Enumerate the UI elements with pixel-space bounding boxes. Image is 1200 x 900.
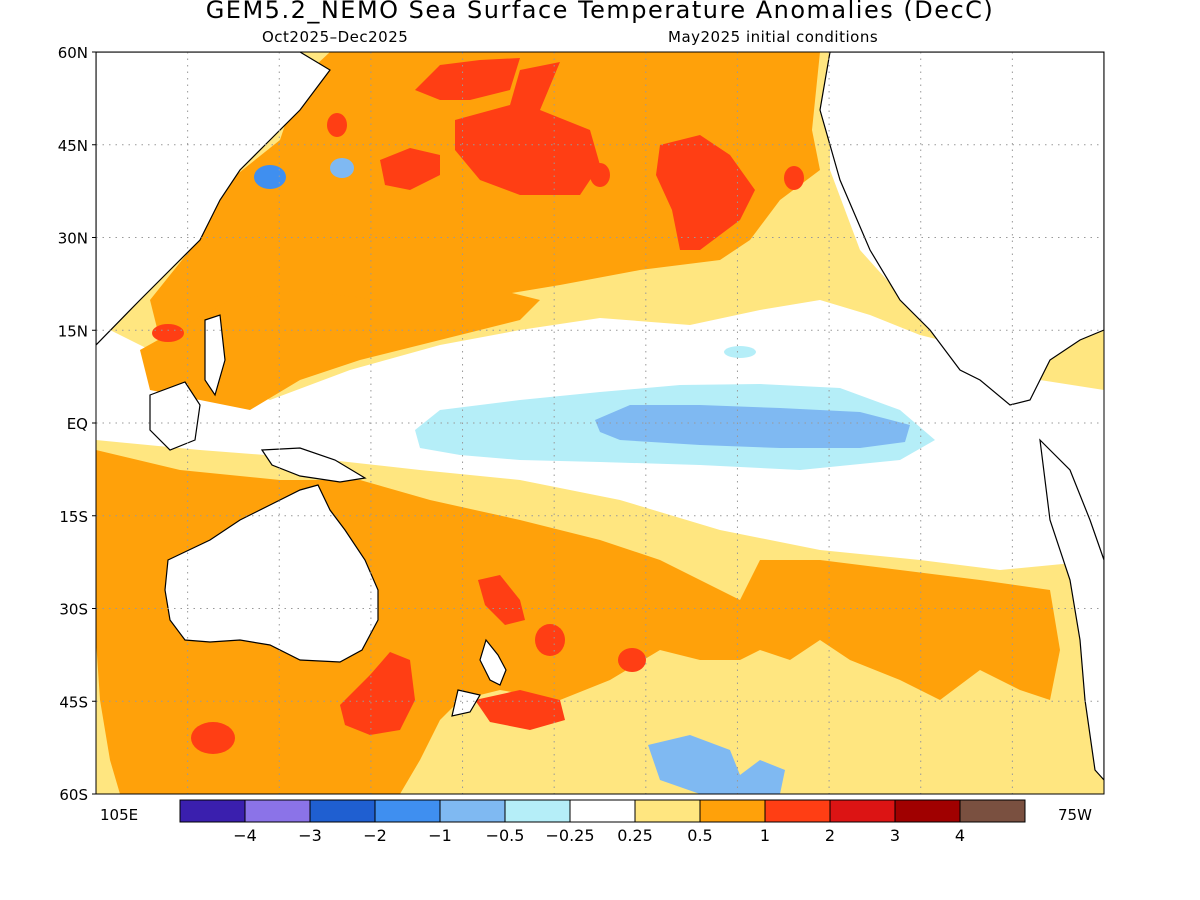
colorbar-swatch <box>244 799 311 823</box>
philippines <box>204 314 226 397</box>
okhotsk-red-spot <box>327 113 347 137</box>
japan-sea-cool-spot <box>254 165 286 189</box>
colorbar-swatch <box>179 799 246 823</box>
land-masses <box>96 52 1104 781</box>
colorbar-label: 3 <box>890 826 900 845</box>
new-guinea <box>260 447 367 483</box>
colorbar-swatch <box>959 799 1026 823</box>
latitude-label: 30N <box>58 230 88 248</box>
colorbar-label: −2 <box>363 826 387 845</box>
borneo <box>149 381 201 451</box>
philippine-sea-red-spot <box>152 324 184 342</box>
colorbar-swatch <box>634 799 701 823</box>
equatorial-cooler-anomaly <box>595 405 910 448</box>
new-zealand-east-red-anomaly <box>475 690 565 730</box>
asia-mainland <box>96 52 331 346</box>
latitude-labels: 60N 45N 30N 15N EQ 15S 30S 45S 60S <box>58 44 96 804</box>
colorbar: −4 −3 −2 −1 −0.5 −0.25 0.25 0.5 1 2 3 4 <box>179 799 1026 845</box>
latitude-label: 45S <box>59 693 88 711</box>
latitude-label: 15N <box>58 322 88 340</box>
longitude-left-label: 105E <box>100 806 138 824</box>
latitude-label: 45N <box>58 137 88 155</box>
colorbar-label: 1 <box>760 826 770 845</box>
japan-sea-red-anomaly <box>380 148 440 190</box>
latitude-label: 30S <box>59 601 88 619</box>
colorbar-swatch <box>374 799 441 823</box>
longitude-right-label: 75W <box>1058 806 1092 824</box>
colorbar-label: −1 <box>428 826 452 845</box>
tasman-red-anomaly <box>340 652 415 735</box>
latitude-label: EQ <box>67 415 88 433</box>
colorbar-swatch <box>439 799 506 823</box>
init-label: May2025 initial conditions <box>668 28 879 46</box>
chart-title: GEM5.2_NEMO Sea Surface Temperature Anom… <box>205 0 995 24</box>
colorbar-swatch <box>829 799 896 823</box>
colorbar-label: −0.25 <box>545 826 594 845</box>
colorbar-label: 0.5 <box>687 826 712 845</box>
period-label: Oct2025–Dec2025 <box>262 28 409 46</box>
latitude-label: 15S <box>59 508 88 526</box>
south-red-spot <box>618 648 646 672</box>
latitude-label: 60S <box>59 786 88 804</box>
north-america <box>819 52 1104 406</box>
colorbar-label: −3 <box>298 826 322 845</box>
australia <box>164 484 379 663</box>
south-america <box>1039 438 1104 781</box>
south-central-red-anomaly <box>478 575 525 625</box>
east-north-red-spot <box>784 166 804 190</box>
colorbar-swatch <box>569 799 636 823</box>
southwest-red-spot <box>191 722 235 754</box>
colorbar-label: 4 <box>955 826 965 845</box>
colorbar-label: 2 <box>825 826 835 845</box>
new-zealand-south <box>451 689 481 717</box>
colorbar-swatch <box>764 799 831 823</box>
eastern-cool-spot <box>724 346 756 358</box>
kamchatka-red-anomaly <box>415 58 520 100</box>
north-pacific-orange-band <box>140 290 540 410</box>
colorbar-swatch <box>504 799 571 823</box>
new-zealand-north <box>479 638 507 686</box>
central-north-red-anomaly <box>656 135 755 250</box>
colorbar-label: −0.5 <box>486 826 525 845</box>
colorbar-swatch <box>894 799 961 823</box>
colorbar-swatch <box>699 799 766 823</box>
north-red-spot <box>590 163 610 187</box>
northwest-red-anomaly <box>455 62 600 195</box>
japan-east-cool-spot <box>330 158 354 178</box>
latitude-label: 60N <box>58 44 88 62</box>
colorbar-swatch <box>309 799 376 823</box>
lat-lon-grid <box>96 52 1104 794</box>
southern-cool-anomaly <box>648 735 785 794</box>
colorbar-label: −4 <box>233 826 257 845</box>
colorbar-label: 0.25 <box>617 826 653 845</box>
south-central-red-spot <box>535 624 565 656</box>
